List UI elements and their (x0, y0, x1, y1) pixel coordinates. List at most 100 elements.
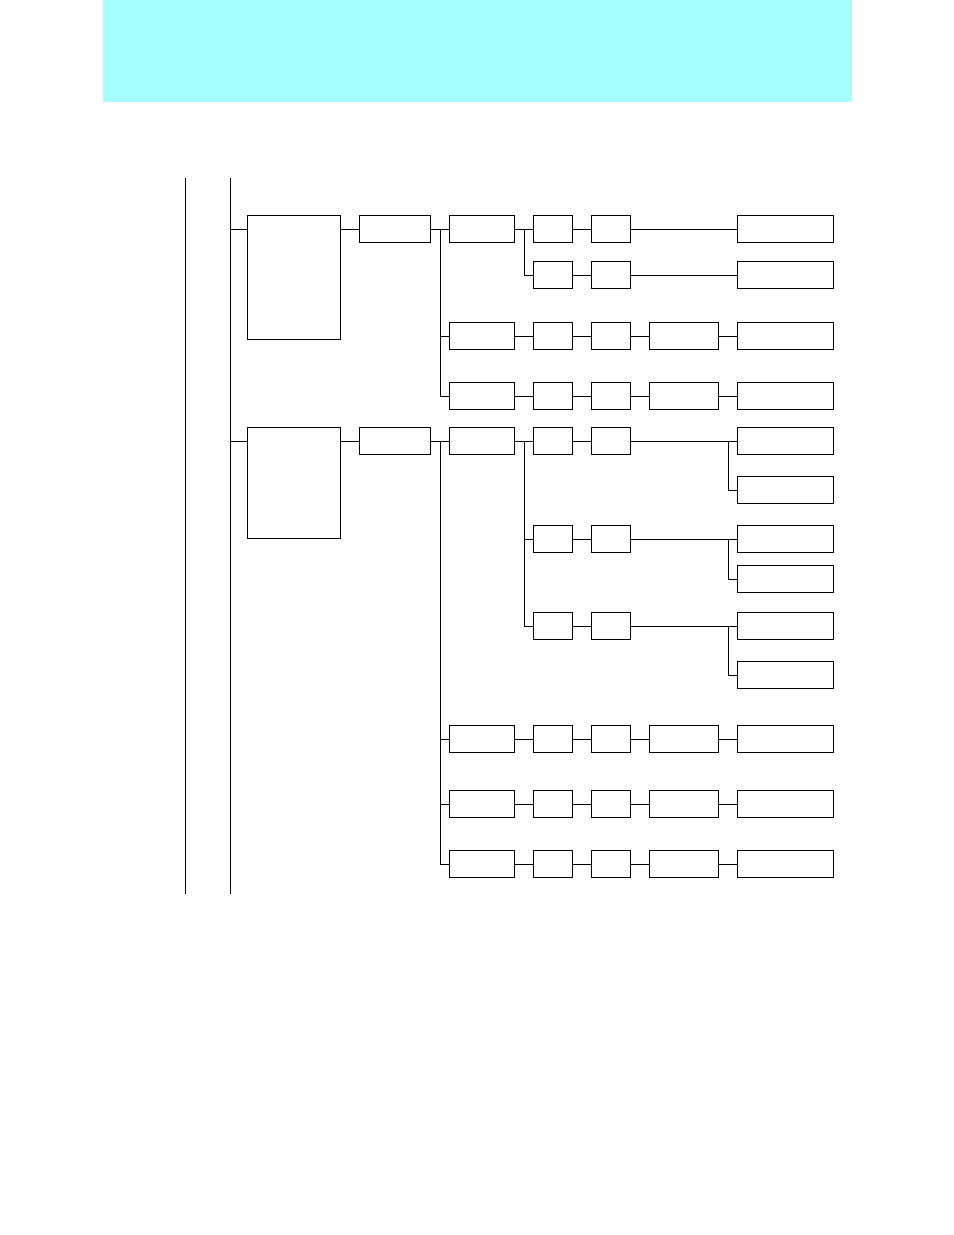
node-box (591, 525, 631, 553)
connector-v (728, 626, 729, 675)
connector-h (728, 675, 737, 676)
connector-v (440, 229, 441, 396)
connector-h (440, 396, 449, 397)
connector-h (573, 626, 591, 627)
node-box (591, 850, 631, 878)
node-box (449, 382, 515, 410)
connector-h (631, 804, 649, 805)
node-box (737, 322, 834, 350)
node-box (737, 725, 834, 753)
node-box (737, 565, 834, 593)
node-box (649, 790, 719, 818)
node-box (533, 215, 573, 243)
connector-h (573, 441, 591, 442)
node-box (449, 850, 515, 878)
connector-v (524, 229, 525, 275)
node-box (533, 261, 573, 289)
node-box (737, 661, 834, 689)
node-box (247, 215, 341, 340)
connector-v (440, 441, 441, 864)
connector-v (728, 441, 729, 490)
connector-h (524, 539, 533, 540)
connector-h (573, 739, 591, 740)
connector-h (719, 739, 737, 740)
node-box (737, 382, 834, 410)
connector-h (631, 626, 737, 627)
connector-h (719, 804, 737, 805)
node-box (737, 850, 834, 878)
node-box (591, 725, 631, 753)
connector-h (515, 336, 533, 337)
node-box (247, 427, 341, 539)
connector-h (728, 579, 737, 580)
node-box (649, 322, 719, 350)
node-box (591, 215, 631, 243)
connector-h (631, 539, 737, 540)
connector-h (515, 804, 533, 805)
node-box (359, 215, 431, 243)
connector-h (515, 739, 533, 740)
connector-h (440, 804, 449, 805)
connector-h (524, 626, 533, 627)
connector-h (573, 229, 591, 230)
connector-h (341, 229, 359, 230)
node-box (591, 612, 631, 640)
connector-h (230, 229, 247, 230)
connector-h (719, 336, 737, 337)
node-box (449, 725, 515, 753)
connector-h (341, 441, 359, 442)
node-box (649, 725, 719, 753)
node-box (737, 476, 834, 504)
node-box (533, 525, 573, 553)
connector-h (719, 396, 737, 397)
node-box (533, 322, 573, 350)
connector-h (230, 441, 247, 442)
connector-h (631, 229, 737, 230)
connector-h (524, 275, 533, 276)
node-box (449, 215, 515, 243)
connector-h (440, 336, 449, 337)
node-box (533, 725, 573, 753)
connector-h (440, 739, 449, 740)
trunk-line (230, 178, 231, 894)
node-box (737, 525, 834, 553)
connector-h (631, 275, 737, 276)
node-box (649, 382, 719, 410)
connector-h (631, 336, 649, 337)
node-box (591, 322, 631, 350)
node-box (533, 427, 573, 455)
connector-h (631, 739, 649, 740)
connector-v (524, 441, 525, 626)
connector-h (573, 864, 591, 865)
connector-h (573, 275, 591, 276)
node-box (449, 322, 515, 350)
connector-h (515, 864, 533, 865)
trunk-line (185, 178, 186, 894)
connector-h (728, 490, 737, 491)
node-box (591, 427, 631, 455)
node-box (533, 790, 573, 818)
connector-h (573, 804, 591, 805)
connector-h (631, 864, 649, 865)
connector-h (573, 396, 591, 397)
node-box (737, 790, 834, 818)
node-box (591, 790, 631, 818)
node-box (359, 427, 431, 455)
node-box (649, 850, 719, 878)
node-box (533, 612, 573, 640)
connector-h (515, 396, 533, 397)
node-box (533, 382, 573, 410)
node-box (737, 612, 834, 640)
connector-h (631, 396, 649, 397)
connector-h (631, 441, 737, 442)
node-box (533, 850, 573, 878)
node-box (449, 790, 515, 818)
connector-h (573, 336, 591, 337)
connector-v (728, 539, 729, 579)
node-box (737, 215, 834, 243)
banner (103, 0, 852, 102)
node-box (737, 427, 834, 455)
connector-h (719, 864, 737, 865)
node-box (737, 261, 834, 289)
connector-h (573, 539, 591, 540)
